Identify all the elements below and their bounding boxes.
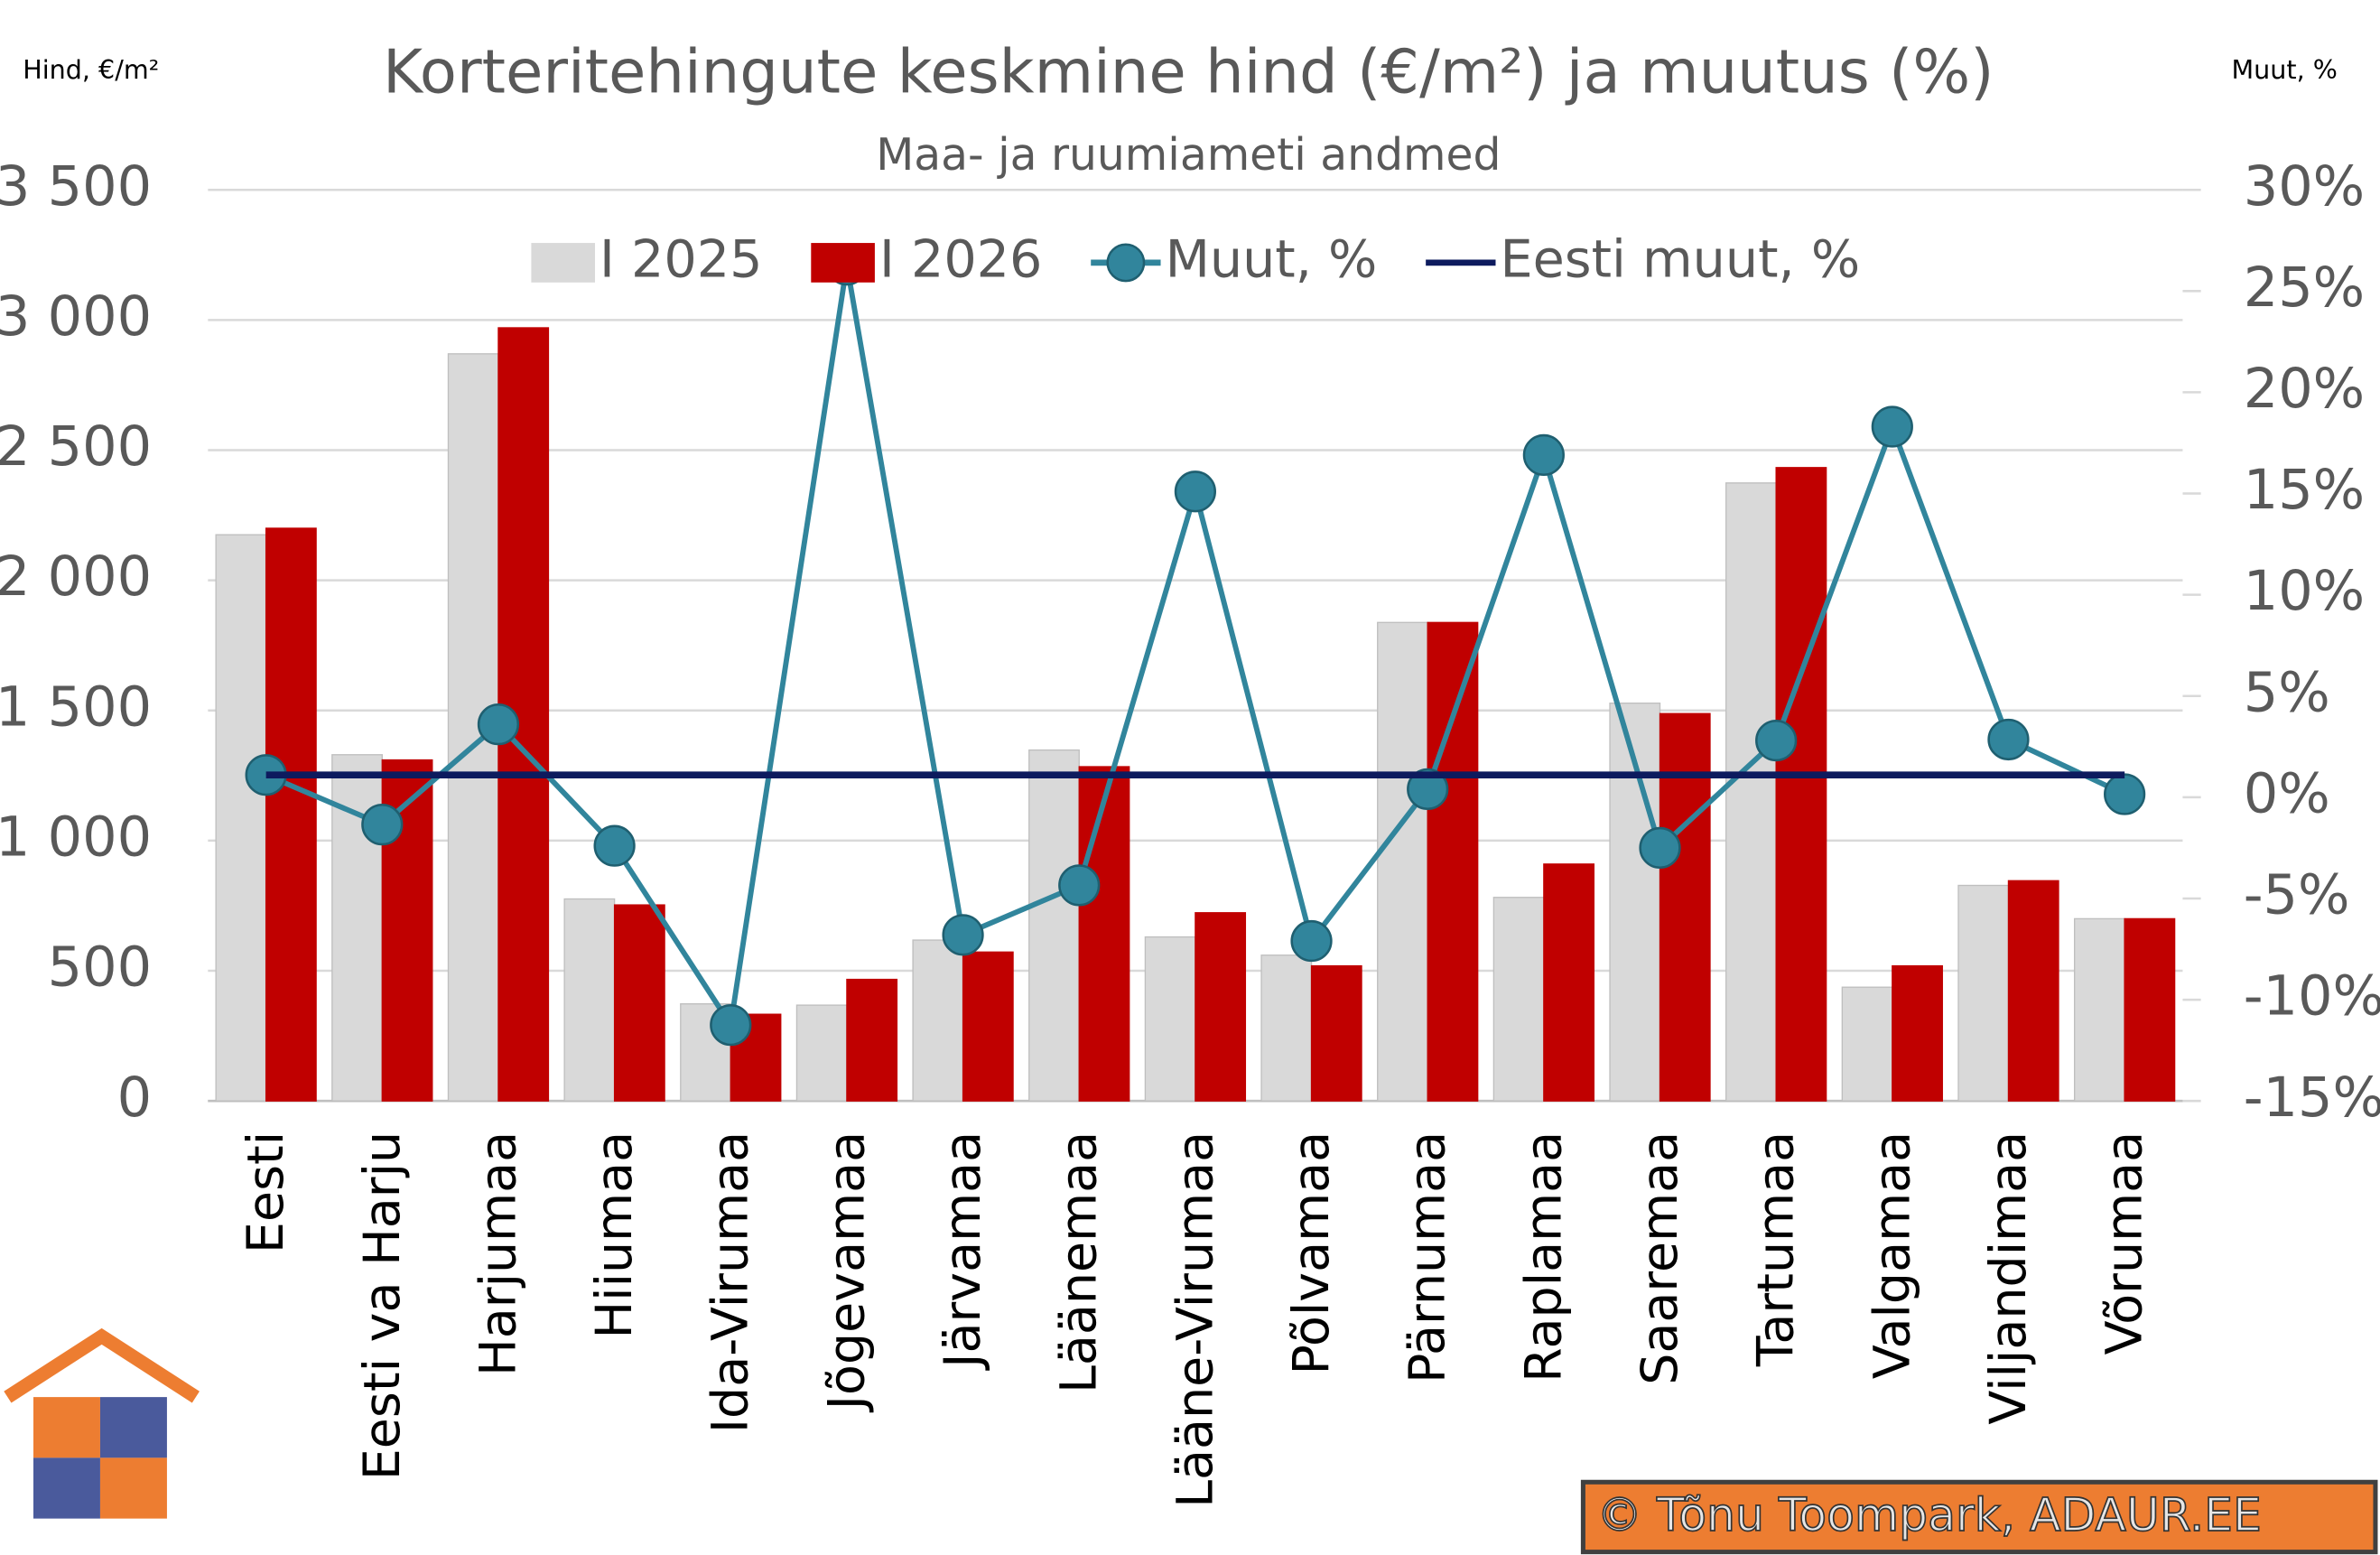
bar	[795, 1004, 848, 1102]
y2-tick-label: 0%	[2244, 762, 2330, 825]
y2-tick-label: -5%	[2244, 864, 2350, 927]
bar	[846, 978, 898, 1102]
bar	[1310, 964, 1362, 1102]
y-tick-label: 1 000	[0, 805, 152, 869]
y2-tick-label: 15%	[2244, 459, 2365, 522]
bar	[613, 904, 665, 1102]
bar	[1892, 964, 1943, 1102]
bar	[1775, 467, 1827, 1102]
x-tick-label: Viljandimaa	[1980, 1131, 2038, 1425]
legend-swatch	[811, 243, 875, 283]
y2-tick-label: 10%	[2244, 560, 2365, 623]
y2-axis-label: Muut, %	[2232, 54, 2338, 85]
x-tick-label: Läänemaa	[1051, 1131, 1109, 1393]
y2-tick-label: -10%	[2244, 965, 2380, 1029]
bar	[215, 534, 267, 1102]
legend-label: I 2025	[600, 230, 762, 290]
line-marker	[1639, 826, 1681, 870]
bar	[912, 939, 964, 1102]
y-axis-label: Hind, €/m²	[23, 54, 159, 85]
logo	[4, 1327, 200, 1519]
y-tick-label: 1 500	[0, 675, 152, 739]
bar	[1841, 986, 1893, 1102]
line-marker	[1871, 405, 1913, 448]
line-marker	[710, 1003, 752, 1047]
bar	[1028, 749, 1080, 1102]
y-tick-label: 500	[48, 936, 152, 1000]
y-tick-label: 3 500	[0, 155, 152, 219]
x-tick-label: Tartumaa	[1748, 1131, 1806, 1367]
y2-tick-label: 25%	[2244, 256, 2365, 320]
credit-box: © Tõnu Toompark, ADAUR.EE	[1580, 1479, 2378, 1555]
bar	[1195, 912, 1247, 1102]
legend-label: Eesti muut, %	[1501, 230, 1861, 290]
line-marker	[477, 703, 520, 746]
line-marker	[1522, 433, 1565, 477]
y2-tick-label: 5%	[2244, 661, 2330, 724]
line-marker	[1755, 719, 1798, 762]
bar	[2007, 880, 2059, 1102]
legend: I 2025 I 2026 Muut, % Eesti muut, %	[531, 230, 1860, 290]
x-tick-label: Harjumaa	[469, 1131, 527, 1376]
bar	[265, 527, 317, 1102]
x-tick-label: Hiiumaa	[586, 1131, 644, 1339]
x-tick-label: Eesti va Harju	[354, 1131, 412, 1480]
y-tick-label: 0	[117, 1066, 153, 1130]
x-tick-label: Lääne-Virumaa	[1167, 1131, 1224, 1508]
credit: © Tõnu Toompark, ADAUR.EE	[1597, 1488, 2262, 1541]
bar	[2124, 917, 2176, 1102]
line-marker	[1290, 919, 1333, 963]
bar	[1427, 621, 1479, 1102]
x-tick-label: Põlvamaa	[1283, 1131, 1341, 1375]
chart-subtitle: Maa- ja ruumiameti andmed	[876, 130, 1501, 181]
legend-marker	[1106, 243, 1146, 283]
legend-swatch	[531, 243, 595, 283]
y2-tick-label: 30%	[2244, 155, 2365, 219]
bar	[1725, 482, 1777, 1102]
bar	[1078, 766, 1130, 1102]
x-tick-label: Järvamaa	[934, 1131, 992, 1371]
chart-title: Korteritehingute keskmine hind (€/m²) ja…	[383, 37, 1994, 107]
line-marker	[1058, 864, 1101, 907]
line-marker	[1407, 768, 1449, 811]
y-tick-label: 3 000	[0, 285, 152, 349]
line-marker	[593, 824, 636, 867]
y-tick-label: 2 500	[0, 415, 152, 479]
x-tick-label: Saaremaa	[1632, 1131, 1689, 1385]
x-tick-label: Ida-Virumaa	[702, 1131, 760, 1433]
line-marker	[1987, 718, 2030, 761]
bar	[563, 898, 616, 1102]
bar	[1377, 621, 1428, 1102]
line-marker	[2104, 773, 2146, 815]
bar	[2073, 917, 2125, 1102]
bar	[962, 951, 1014, 1102]
line-marker	[361, 804, 404, 846]
x-tick-label: Pärnumaa	[1399, 1131, 1457, 1383]
bar	[1492, 897, 1545, 1102]
legend-label: I 2026	[879, 230, 1042, 290]
x-tick-label: Võrumaa	[2096, 1131, 2154, 1355]
legend-label: Muut, %	[1166, 230, 1378, 290]
x-tick-label: Raplamaa	[1515, 1131, 1573, 1383]
bar	[1957, 884, 2010, 1102]
bar	[1543, 863, 1594, 1102]
line-marker	[1174, 470, 1216, 513]
x-tick-label: Valgamaa	[1864, 1131, 1921, 1379]
y2-tick-label: -15%	[2244, 1066, 2380, 1130]
bar	[1144, 936, 1196, 1102]
bar	[1260, 954, 1313, 1102]
x-tick-label: Jõgevamaa	[818, 1131, 876, 1413]
y2-tick-label: 20%	[2244, 358, 2365, 421]
y-tick-label: 2 000	[0, 545, 152, 609]
line-marker	[942, 914, 984, 956]
x-tick-label: Eesti	[237, 1131, 295, 1253]
